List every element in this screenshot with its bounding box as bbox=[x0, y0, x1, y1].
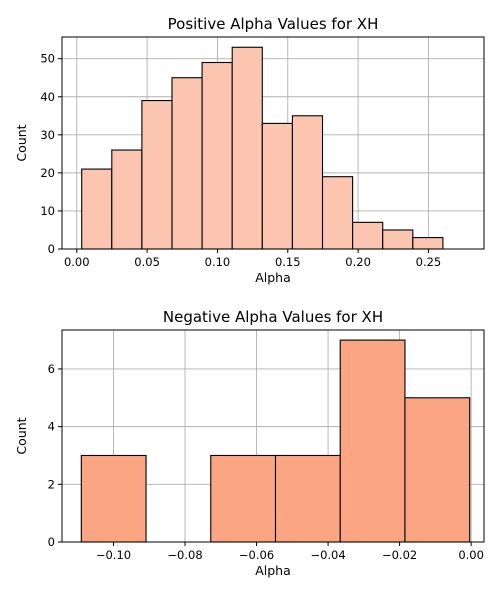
x-tick-label: −0.04 bbox=[310, 548, 345, 562]
axes-frame bbox=[61, 36, 485, 250]
y-tick-label: 50 bbox=[40, 52, 55, 66]
histogram-bar bbox=[171, 77, 203, 250]
chart-title: Positive Alpha Values for XH bbox=[168, 15, 379, 33]
y-axis-label: Count bbox=[14, 124, 29, 161]
histogram-bar bbox=[80, 454, 147, 543]
y-tick-label: 0 bbox=[48, 242, 55, 256]
x-axis-label: Alpha bbox=[255, 563, 291, 578]
chart-title: Negative Alpha Values for XH bbox=[163, 308, 383, 326]
histogram-bar bbox=[382, 229, 414, 250]
histogram-bar bbox=[412, 237, 444, 250]
y-tick-label: 20 bbox=[40, 166, 55, 180]
x-axis-label: Alpha bbox=[255, 270, 291, 285]
histogram-bar bbox=[111, 149, 143, 250]
histogram-bar bbox=[274, 454, 341, 543]
x-tick-label: 0.00 bbox=[458, 548, 484, 562]
histogram-bar bbox=[291, 115, 324, 250]
axes-frame bbox=[61, 329, 485, 543]
histogram-bar bbox=[201, 61, 233, 250]
y-tick-label: 30 bbox=[40, 128, 55, 142]
y-tick-label: 10 bbox=[40, 204, 55, 218]
histogram-bar bbox=[321, 176, 354, 250]
x-tick-label: −0.08 bbox=[167, 548, 202, 562]
x-tick-label: 0.20 bbox=[345, 255, 371, 269]
y-tick-label: 6 bbox=[48, 362, 55, 376]
histogram-bar bbox=[404, 397, 471, 543]
histogram-bar bbox=[261, 122, 293, 250]
histogram-bar bbox=[210, 454, 277, 543]
negative-alpha-histogram: −0.10 −0.08 −0.06 −0.04 −0.02 0.00 0 2 4 6 Negativ… bbox=[14, 308, 485, 578]
y-tick-label: 2 bbox=[48, 477, 55, 491]
y-tick-label: 40 bbox=[40, 90, 55, 104]
histogram-bar bbox=[231, 46, 263, 250]
histogram-bar bbox=[81, 168, 113, 250]
histogram-bar bbox=[141, 100, 173, 250]
x-tick-label: −0.02 bbox=[382, 548, 417, 562]
y-tick-label: 0 bbox=[48, 535, 55, 549]
y-tick-label: 4 bbox=[48, 420, 55, 434]
x-tick-label: 0.25 bbox=[416, 255, 442, 269]
x-tick-label: 0.00 bbox=[64, 255, 90, 269]
histogram-bar bbox=[352, 221, 384, 250]
x-tick-label: 0.05 bbox=[134, 255, 160, 269]
x-tick-label: 0.10 bbox=[205, 255, 231, 269]
positive-alpha-histogram: 0.00 0.05 0.10 0.15 0.20 0.25 0 10 20 30 40 50 Posit… bbox=[14, 15, 485, 285]
x-tick-label: −0.06 bbox=[239, 548, 274, 562]
x-tick-label: −0.10 bbox=[96, 548, 131, 562]
histogram-bar bbox=[339, 339, 406, 543]
x-tick-label: 0.15 bbox=[275, 255, 301, 269]
y-axis-label: Count bbox=[14, 417, 29, 454]
